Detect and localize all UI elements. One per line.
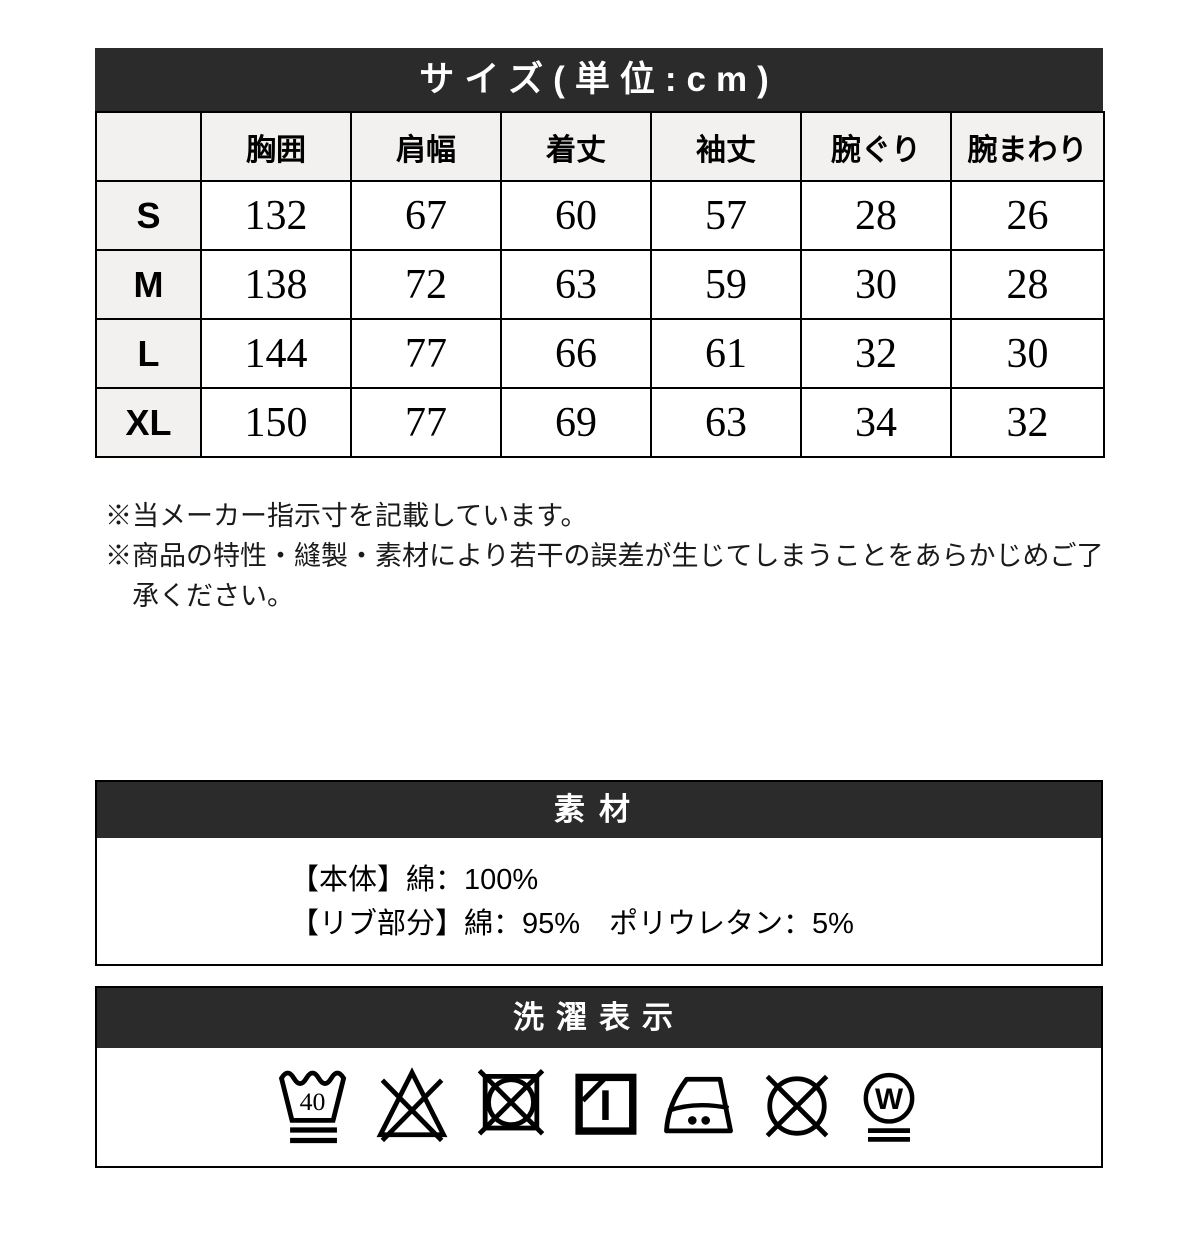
column-header-arm-circumference: 腕まわり — [950, 111, 1105, 182]
material-body: 【本体】綿：100% 【リブ部分】綿：95% ポリウレタン：5% — [97, 838, 1101, 964]
cell-value: 67 — [350, 180, 502, 251]
material-title-bar: 素材 — [97, 782, 1101, 838]
cell-value: 77 — [350, 387, 502, 458]
note-manufacturer-size: ※当メーカー指示寸を記載しています。 — [105, 501, 588, 531]
notes: ※当メーカー指示寸を記載しています。 ※商品の特性・縫製・素材により若干の誤差が… — [105, 496, 1105, 616]
material-line-rib: 【リブ部分】綿：95% ポリウレタン：5% — [290, 908, 854, 940]
table-row-m: M 138 72 63 59 30 28 — [95, 249, 1105, 320]
column-header-length: 着丈 — [500, 111, 652, 182]
cell-value: 28 — [800, 180, 952, 251]
size-label: S — [95, 180, 202, 251]
cell-value: 30 — [800, 249, 952, 320]
cell-value: 144 — [200, 318, 352, 389]
laundry-title-bar: 洗濯表示 — [97, 988, 1101, 1048]
size-table-header-row: 胸囲 肩幅 着丈 袖丈 腕ぐり 腕まわり — [95, 111, 1105, 182]
laundry-section: 洗濯表示 40 — [95, 986, 1103, 1168]
cell-value: 150 — [200, 387, 352, 458]
do-not-tumble-dry-icon — [477, 1068, 545, 1136]
size-section-title: サイズ(単位:cm) — [419, 60, 779, 99]
column-header-armhole: 腕ぐり — [800, 111, 952, 182]
cell-value: 132 — [200, 180, 352, 251]
do-not-dry-clean-icon — [765, 1074, 829, 1138]
cell-value: 30 — [950, 318, 1105, 389]
laundry-icons-row: 40 — [97, 1048, 1101, 1166]
cell-value: 28 — [950, 249, 1105, 320]
svg-text:W: W — [875, 1083, 904, 1116]
cell-value: 63 — [500, 249, 652, 320]
cell-value: 61 — [650, 318, 802, 389]
iron-medium-heat-icon — [664, 1076, 733, 1134]
material-line-body: 【本体】綿：100% — [290, 864, 539, 896]
size-table: 胸囲 肩幅 着丈 袖丈 腕ぐり 腕まわり S 132 67 60 57 28 2… — [95, 111, 1105, 458]
svg-text:40: 40 — [300, 1087, 326, 1116]
cell-value: 63 — [650, 387, 802, 458]
cell-value: 69 — [500, 387, 652, 458]
note-tolerance: ※商品の特性・縫製・素材により若干の誤差が生じてしまうことをあらかじめご了承くだ… — [105, 541, 1104, 611]
size-label: M — [95, 249, 202, 320]
wet-clean-very-mild-icon: W — [863, 1072, 915, 1142]
wash-40c-very-mild-icon: 40 — [278, 1070, 347, 1144]
material-section: 素材 【本体】綿：100% 【リブ部分】綿：95% ポリウレタン：5% — [95, 780, 1103, 966]
table-row-s: S 132 67 60 57 28 26 — [95, 180, 1105, 251]
cell-value: 72 — [350, 249, 502, 320]
cell-value: 77 — [350, 318, 502, 389]
table-row-l: L 144 77 66 61 32 30 — [95, 318, 1105, 389]
hang-dry-in-shade-icon — [575, 1073, 637, 1135]
cell-value: 32 — [800, 318, 952, 389]
column-header-sleeve: 袖丈 — [650, 111, 802, 182]
material-title: 素材 — [554, 792, 644, 827]
cell-value: 32 — [950, 387, 1105, 458]
column-header-shoulder: 肩幅 — [350, 111, 502, 182]
cell-value: 34 — [800, 387, 952, 458]
size-section-title-bar: サイズ(単位:cm) — [95, 48, 1103, 111]
table-row-xl: XL 150 77 69 63 34 32 — [95, 387, 1105, 458]
cell-value: 60 — [500, 180, 652, 251]
cell-value: 66 — [500, 318, 652, 389]
cell-value: 26 — [950, 180, 1105, 251]
cell-value: 57 — [650, 180, 802, 251]
cell-value: 138 — [200, 249, 352, 320]
column-header-chest: 胸囲 — [200, 111, 352, 182]
cell-value: 59 — [650, 249, 802, 320]
laundry-title: 洗濯表示 — [513, 1000, 685, 1035]
do-not-bleach-icon — [376, 1067, 448, 1143]
corner-cell — [95, 111, 202, 182]
size-label: XL — [95, 387, 202, 458]
size-label: L — [95, 318, 202, 389]
